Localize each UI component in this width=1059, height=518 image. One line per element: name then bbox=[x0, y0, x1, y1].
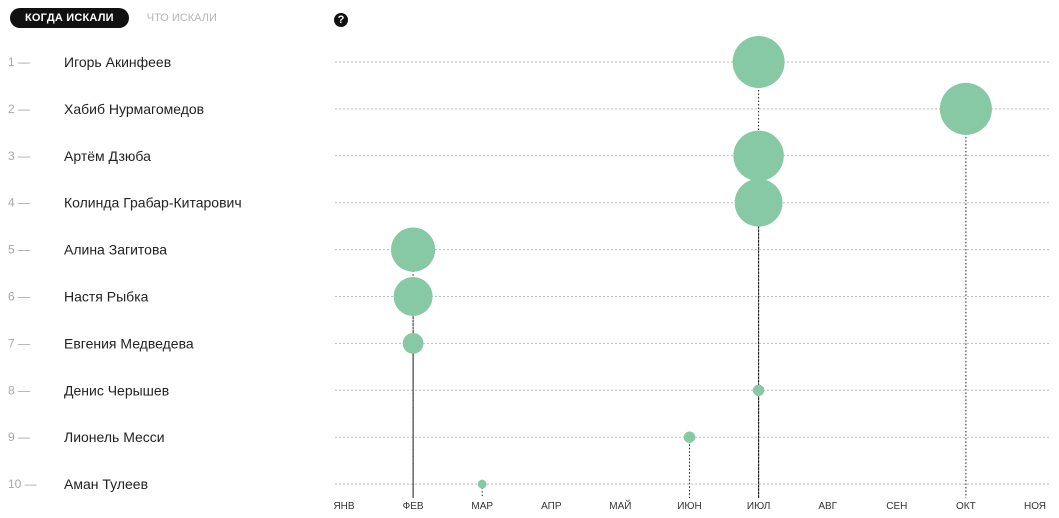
row-rank: 2 — bbox=[8, 102, 30, 116]
bubble-point bbox=[939, 82, 992, 135]
month-tick-label: МАЙ bbox=[609, 499, 631, 512]
month-tick-label: АПР bbox=[541, 501, 562, 512]
row-rank: 1 — bbox=[8, 55, 30, 69]
month-tick-label: ОКТ bbox=[956, 501, 976, 512]
row-rank: 9 — bbox=[8, 430, 30, 444]
row-rank: 7 — bbox=[8, 336, 30, 350]
row-name: Алина Загитова bbox=[64, 242, 167, 258]
month-tick-label: АВГ bbox=[818, 501, 837, 512]
row-rank: 3 — bbox=[8, 149, 30, 163]
question-circle-icon[interactable]: ? bbox=[334, 13, 348, 27]
row-name: Колинда Грабар-Китарович bbox=[64, 195, 242, 211]
row-rank: 8 — bbox=[8, 383, 30, 397]
tab-what-searched[interactable]: ЧТО ИСКАЛИ bbox=[146, 12, 217, 24]
row-name: Настя Рыбка bbox=[64, 289, 149, 305]
row-name: Игорь Акинфеев bbox=[64, 54, 171, 70]
tab-group: КОГДА ИСКАЛИ ЧТО ИСКАЛИ bbox=[10, 8, 217, 28]
bubble-point bbox=[477, 479, 487, 489]
bubble-point bbox=[752, 384, 765, 397]
month-tick-label: СЕН bbox=[886, 501, 907, 512]
bubble-point bbox=[402, 333, 424, 354]
bubble-point bbox=[733, 130, 784, 182]
month-tick-label: МАР bbox=[471, 501, 493, 512]
row-name: Хабиб Нурмагомедов bbox=[64, 101, 204, 117]
tab-when-searched[interactable]: КОГДА ИСКАЛИ bbox=[10, 8, 129, 28]
bubble-point bbox=[732, 36, 785, 88]
month-tick-label: НОЯ bbox=[1024, 501, 1046, 512]
month-tick-label: ФЕВ bbox=[403, 501, 424, 512]
month-tick-label: ИЮЛ bbox=[747, 501, 770, 512]
bubble-point bbox=[393, 277, 433, 316]
row-rank: 10 — bbox=[8, 477, 37, 491]
row-rank: 4 — bbox=[8, 196, 30, 210]
row-rank: 6 — bbox=[8, 290, 30, 304]
row-name: Евгения Медведева bbox=[64, 335, 194, 351]
bubble-point bbox=[391, 227, 436, 272]
bubble-point bbox=[734, 178, 783, 227]
row-name: Лионель Месси bbox=[64, 429, 165, 445]
month-tick-label: ИЮН bbox=[677, 501, 702, 512]
row-name: Денис Черышев bbox=[64, 382, 169, 398]
row-name: Артём Дзюба bbox=[64, 148, 151, 164]
row-rank: 5 — bbox=[8, 243, 30, 257]
bubble-point bbox=[683, 431, 696, 443]
row-name: Аман Тулеев bbox=[64, 476, 148, 492]
month-tick-label: ЯНВ bbox=[333, 501, 354, 512]
